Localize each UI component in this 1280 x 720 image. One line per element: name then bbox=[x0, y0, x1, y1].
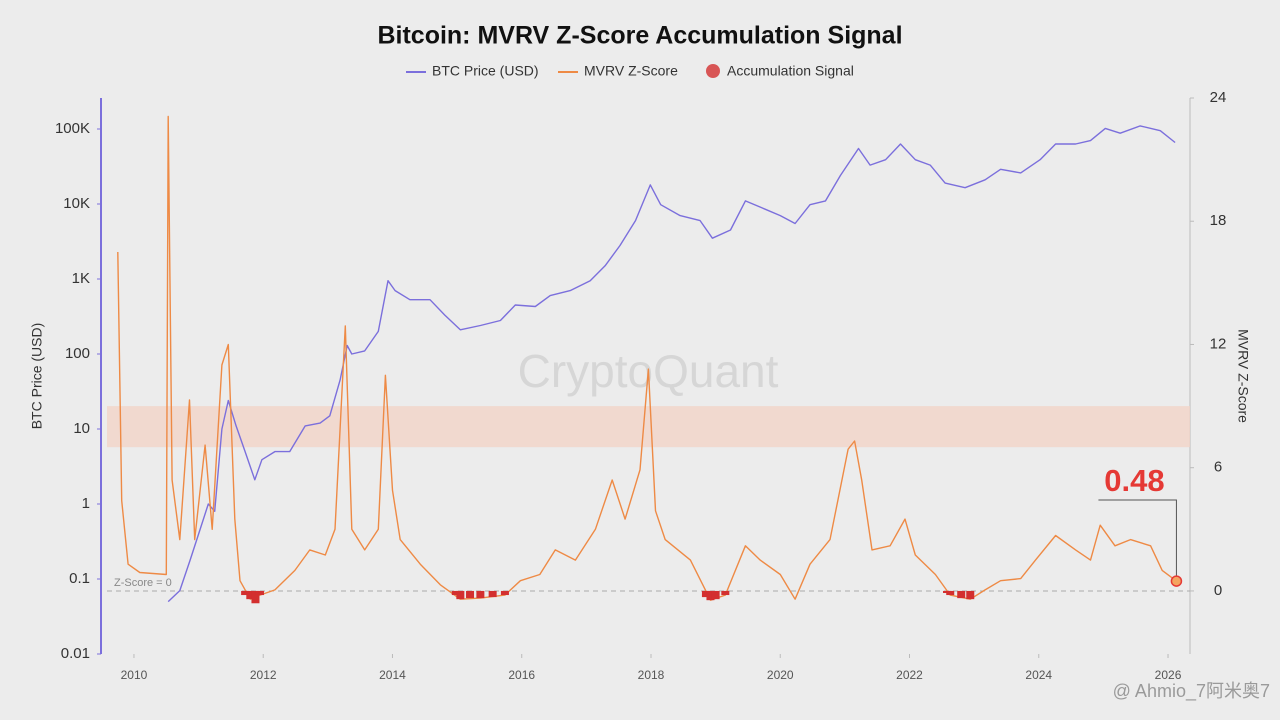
accumulation-signal bbox=[946, 590, 955, 596]
y-tick-label: 0.1 bbox=[69, 570, 90, 587]
y2-tick-label: 24 bbox=[1210, 89, 1227, 106]
x-tick-label: 2018 bbox=[638, 668, 665, 682]
zero-line-label: Z-Score = 0 bbox=[114, 577, 172, 589]
y-tick-label: 1 bbox=[82, 495, 90, 512]
legend-label: Accumulation Signal bbox=[727, 63, 854, 79]
y-tick-label: 10K bbox=[63, 195, 90, 212]
y-tick-label: 1K bbox=[72, 270, 90, 287]
accumulation-signal bbox=[488, 590, 497, 598]
y-tick-label: 100 bbox=[65, 345, 90, 362]
x-tick-label: 2020 bbox=[767, 668, 794, 682]
accumulation-signal bbox=[701, 590, 710, 598]
x-tick-label: 2012 bbox=[250, 668, 277, 682]
annotation-label: 0.48 bbox=[1104, 463, 1164, 498]
annotation-marker bbox=[1170, 575, 1183, 587]
y-tick-label: 0.01 bbox=[61, 645, 90, 662]
accumulation-signal bbox=[500, 590, 509, 596]
legend-label: MVRV Z-Score bbox=[584, 63, 678, 79]
x-tick-label: 2024 bbox=[1025, 668, 1052, 682]
accumulation-signal bbox=[706, 590, 715, 601]
y-axis-label: BTC Price (USD) bbox=[29, 323, 45, 430]
y2-axis-label: MVRV Z-Score bbox=[1235, 329, 1251, 423]
accumulation-signal bbox=[255, 590, 264, 596]
accumulation-signal bbox=[711, 590, 720, 600]
highlight-band bbox=[107, 406, 1190, 448]
accumulation-signal bbox=[476, 590, 485, 599]
x-tick-label: 2016 bbox=[508, 668, 535, 682]
y2-tick-label: 0 bbox=[1214, 582, 1222, 599]
legend-swatch bbox=[706, 64, 720, 78]
x-tick-label: 2014 bbox=[379, 668, 406, 682]
y2-tick-label: 6 bbox=[1214, 459, 1222, 476]
y-tick-label: 100K bbox=[55, 120, 90, 137]
accumulation-signal bbox=[721, 590, 730, 596]
accumulation-signal bbox=[456, 590, 465, 600]
chart-title: Bitcoin: MVRV Z-Score Accumulation Signa… bbox=[377, 22, 902, 50]
accumulation-signal bbox=[246, 590, 255, 600]
accumulation-signal bbox=[466, 590, 475, 599]
x-tick-label: 2010 bbox=[121, 668, 148, 682]
accumulation-signal bbox=[957, 590, 966, 599]
footer-watermark: @ Ahmio_7阿米奥7 bbox=[1113, 681, 1270, 702]
accumulation-signal bbox=[451, 590, 460, 596]
annotation-bracket bbox=[1098, 499, 1177, 582]
y-tick-label: 10 bbox=[73, 420, 90, 437]
x-tick-label: 2026 bbox=[1155, 668, 1182, 682]
x-tick-label: 2022 bbox=[896, 668, 923, 682]
series-line bbox=[167, 125, 1176, 603]
y2-tick-label: 12 bbox=[1210, 335, 1227, 352]
accumulation-signal bbox=[966, 590, 975, 600]
legend-label: BTC Price (USD) bbox=[432, 63, 539, 79]
accumulation-signal bbox=[241, 590, 250, 596]
accumulation-signal bbox=[251, 590, 260, 604]
y2-tick-label: 18 bbox=[1210, 212, 1227, 229]
